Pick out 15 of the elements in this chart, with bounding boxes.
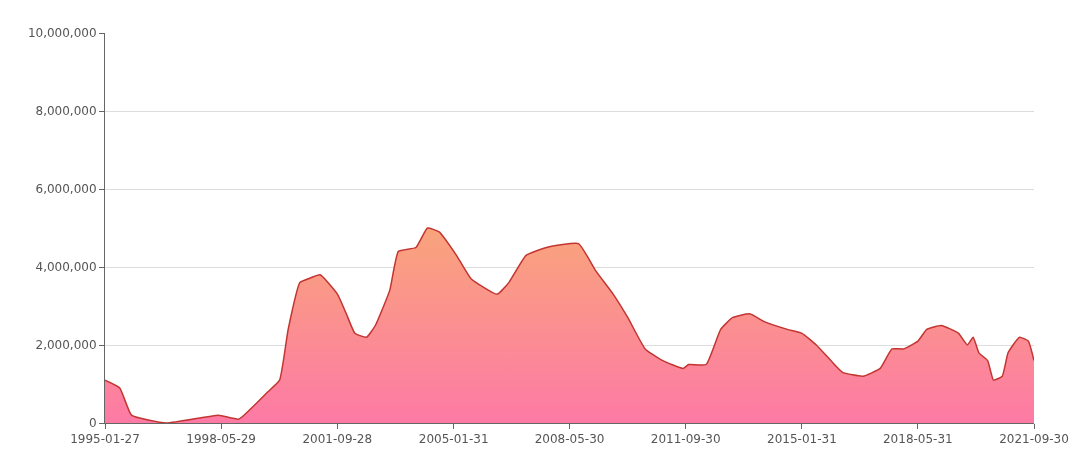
x-tick-label: 2011-09-30 <box>650 432 721 447</box>
y-tick-label: 10,000,000 <box>27 26 97 41</box>
x-tick-label: 2001-09-28 <box>302 432 373 447</box>
y-tick-label: 4,000,000 <box>35 260 97 275</box>
x-tick-label: 2005-01-31 <box>418 432 489 447</box>
y-tick-label: 8,000,000 <box>35 104 97 119</box>
y-tick-label: 2,000,000 <box>35 338 97 353</box>
y-tick-label: 0 <box>88 416 97 431</box>
y-tick-label: 6,000,000 <box>35 182 97 197</box>
x-tick-label: 2015-01-31 <box>767 432 837 447</box>
x-tick-label: 1995-01-27 <box>70 432 140 447</box>
x-tick-label: 2021-09-30 <box>999 432 1069 447</box>
x-tick-label: 2018-05-31 <box>882 432 953 447</box>
x-tick-label: 2008-05-30 <box>534 432 605 447</box>
x-tick-label: 1998-05-29 <box>186 432 257 447</box>
